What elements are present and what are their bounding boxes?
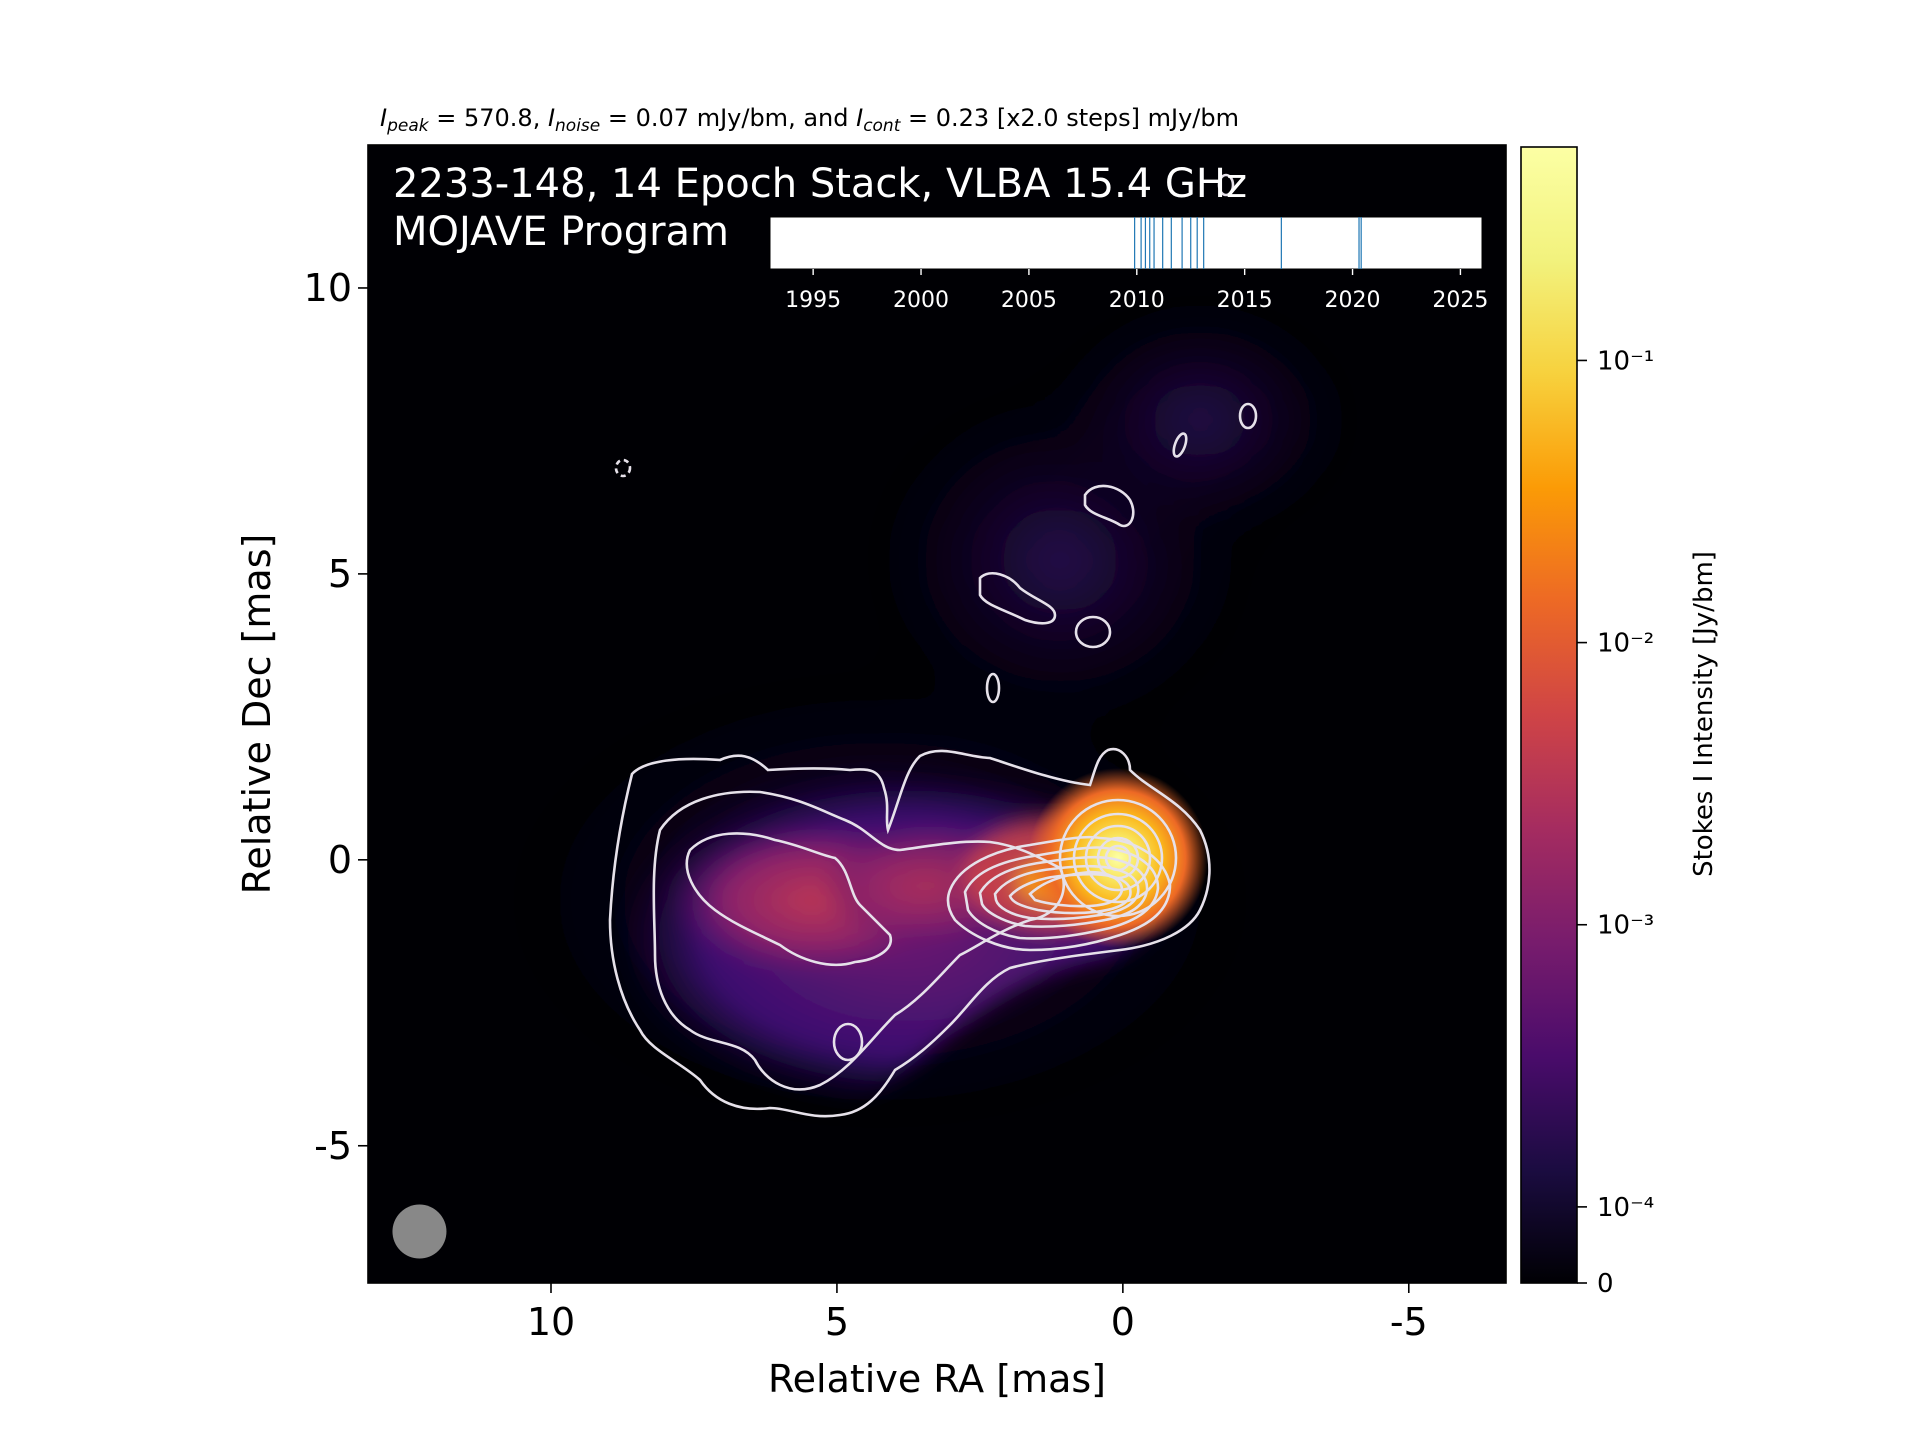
- colorbar-label: Stokes I Intensity [Jy/bm]: [1689, 551, 1719, 877]
- y-tick-label: 0: [328, 838, 352, 882]
- contour-blob-south: [832, 1022, 864, 1062]
- y-tick-label: -5: [314, 1124, 352, 1168]
- colorbar-tick-label: 10⁻³: [1597, 911, 1654, 941]
- contour-core-3: [1084, 824, 1152, 892]
- contour-core-4: [1096, 836, 1140, 880]
- x-tick-label: 0: [1111, 1300, 1135, 1344]
- contour-north-3: [978, 572, 1057, 625]
- y-tick-label: 5: [328, 552, 352, 596]
- epochs-inset-box: [769, 216, 1483, 270]
- epoch-lines: [1134, 217, 1362, 269]
- epochs-inset-ticks: 1995 2000 2005 2010 2015 2020 2025: [785, 269, 1488, 313]
- panel-title-line1: 2233-148, 14 Epoch Stack, VLBA 15.4 GHz: [393, 161, 1247, 207]
- contour-north-7: [1217, 173, 1235, 197]
- inset-tick-label: 2010: [1109, 288, 1165, 313]
- y-axis-label: Relative Dec [mas]: [235, 534, 279, 895]
- contour-set: [608, 173, 1258, 1118]
- inset-tick-label: 2015: [1217, 288, 1273, 313]
- colorbar-tick-label: 10⁻¹: [1597, 346, 1654, 376]
- contour-4: [946, 835, 1172, 952]
- panel-title-line2: MOJAVE Program: [393, 209, 729, 255]
- colorbar-tick-label: 10⁻⁴: [1597, 1193, 1654, 1223]
- inset-tick-label: 2025: [1432, 288, 1488, 313]
- contour-core-1: [1058, 798, 1178, 918]
- contour-north-4: [1083, 484, 1135, 528]
- colorbar: 0 10⁻⁴ 10⁻³ 10⁻² 10⁻¹ Stokes I Intensity [Jy…: [1520, 146, 1719, 1299]
- noise-value: 0.07: [636, 104, 689, 132]
- beam-ellipse: [392, 1204, 447, 1259]
- x-tick-label: 5: [825, 1300, 849, 1344]
- peak-value: 570.8: [464, 104, 533, 132]
- x-axis-ticks: 10 5 0 -5: [527, 1283, 1428, 1344]
- inset-tick-label: 2020: [1325, 288, 1381, 313]
- x-tick-label: 10: [527, 1300, 575, 1344]
- x-tick-label: -5: [1390, 1300, 1428, 1344]
- contour-core-2: [1072, 812, 1164, 904]
- contour-north-6: [1238, 402, 1258, 430]
- epochs-inset: 1995 2000 2005 2010 2015 2020 2025: [769, 216, 1488, 313]
- contour-2: [652, 790, 1065, 1091]
- contour-outer: [608, 747, 1211, 1118]
- cont-value: 0.23: [936, 104, 989, 132]
- colorbar-frame: [1520, 146, 1578, 1284]
- contour-5: [963, 846, 1160, 940]
- y-tick-label: 10: [304, 266, 352, 310]
- image-panel: [368, 145, 1506, 1283]
- contour-core-5: [1104, 844, 1132, 872]
- contour-north-1: [985, 672, 1001, 704]
- contour-8: [1008, 872, 1132, 915]
- contour-7: [993, 864, 1140, 921]
- inset-tick-label: 1995: [785, 288, 841, 313]
- plot-title: Ipeak = 570.8, Inoise = 0.07 mJy/bm, and…: [380, 104, 1239, 136]
- x-axis-label: Relative RA [mas]: [768, 1357, 1106, 1401]
- inset-tick-label: 2005: [1001, 288, 1057, 313]
- contour-3: [685, 832, 893, 967]
- inset-tick-label: 2000: [893, 288, 949, 313]
- plot-frame: [367, 144, 1507, 1284]
- colorbar-fill: [1521, 147, 1577, 1283]
- contour-negative: [614, 458, 632, 478]
- colorbar-tick-label: 0: [1597, 1269, 1614, 1299]
- colorbar-tick-label: 10⁻²: [1597, 629, 1654, 659]
- y-axis-ticks: -5 0 5 10: [304, 266, 368, 1168]
- colorbar-ticks: 0 10⁻⁴ 10⁻³ 10⁻² 10⁻¹: [1577, 346, 1654, 1299]
- contour-north-2: [1074, 615, 1112, 649]
- core-emission: [1028, 768, 1208, 948]
- contour-north-5: [1172, 432, 1188, 458]
